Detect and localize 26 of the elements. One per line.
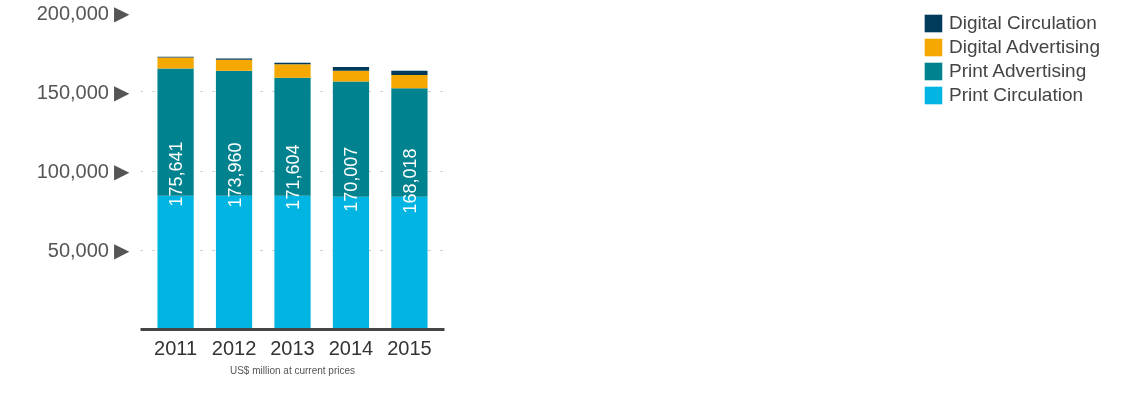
bar	[157, 57, 194, 69]
y-tick-label: 200,000 ▶	[36, 1, 131, 24]
legend-label: Digital Advertising	[948, 36, 1100, 58]
x-tick-label: 2015	[387, 336, 432, 359]
legend-label: Print Circulation	[948, 84, 1084, 106]
bar	[391, 70, 428, 75]
bar	[391, 74, 428, 89]
bar	[332, 67, 370, 71]
annotation: 170,007	[341, 146, 362, 212]
legend-label: Digital Circulation	[948, 12, 1097, 34]
annotation: 171,604	[283, 144, 303, 210]
text: US$ million at current prices	[229, 364, 356, 376]
bar	[215, 59, 253, 71]
x-tick-label: 2014	[328, 336, 374, 359]
legend-label: Print Advertising	[948, 60, 1087, 82]
bar	[274, 64, 311, 78]
x-tick-label: 2011	[154, 336, 198, 359]
annotation: 173,960	[224, 142, 245, 208]
bar	[332, 70, 370, 82]
x-tick-label: 2012	[211, 336, 257, 359]
y-tick-label: 50,000 ▶	[47, 239, 131, 262]
x-tick-label: 2013	[270, 336, 315, 359]
y-tick-label: 150,000 ▶	[36, 80, 131, 103]
annotation: 168,018	[399, 148, 420, 214]
y-tick-label: 100,000 ▶	[36, 160, 131, 182]
annotation: 175,641	[166, 141, 187, 207]
